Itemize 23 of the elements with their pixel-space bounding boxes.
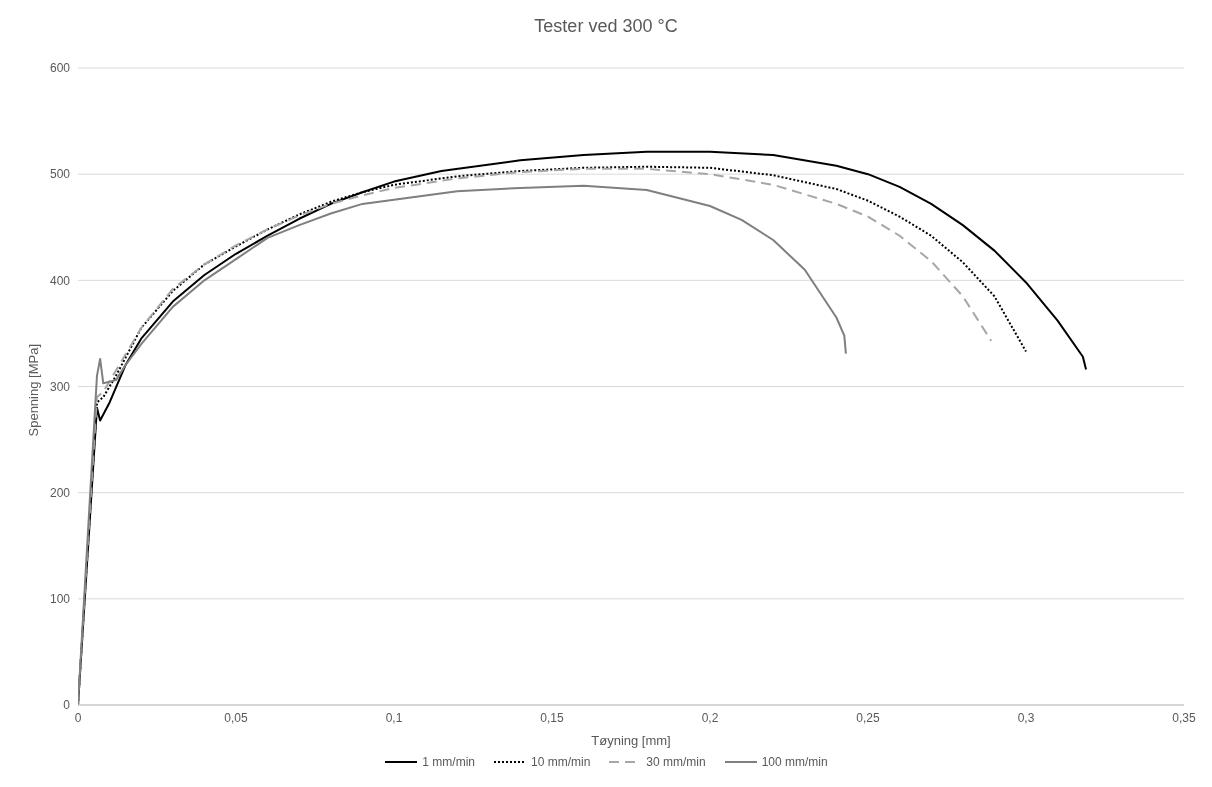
legend-label: 100 mm/min xyxy=(761,755,828,769)
y-tick-label: 500 xyxy=(49,167,71,182)
legend-label: 1 mm/min xyxy=(422,755,475,769)
x-axis-title: Tøyning [mm] xyxy=(591,733,671,748)
y-tick-label: 200 xyxy=(49,485,71,500)
x-tick-label: 0,1 xyxy=(385,710,403,725)
chart-title: Tester ved 300 °C xyxy=(533,15,679,38)
legend-label: 30 mm/min xyxy=(646,755,706,769)
x-tick-label: 0,05 xyxy=(224,710,248,725)
x-tick-label: 0,35 xyxy=(1172,710,1196,725)
y-tick-label: 300 xyxy=(49,379,71,394)
x-tick-label: 0,3 xyxy=(1017,710,1035,725)
y-axis-title: Spenning [MPa] xyxy=(25,343,41,437)
y-tick-label: 0 xyxy=(63,698,71,713)
x-tick-label: 0,2 xyxy=(701,710,719,725)
y-tick-label: 100 xyxy=(49,592,71,607)
x-tick-label: 0,15 xyxy=(540,710,564,725)
y-tick-label: 400 xyxy=(49,273,71,288)
legend-label: 10 mm/min xyxy=(530,755,591,769)
line-series xyxy=(78,184,847,705)
y-tick-label: 600 xyxy=(49,61,71,76)
x-tick-label: 0,25 xyxy=(856,710,880,725)
x-tick-label: 0 xyxy=(74,710,82,725)
